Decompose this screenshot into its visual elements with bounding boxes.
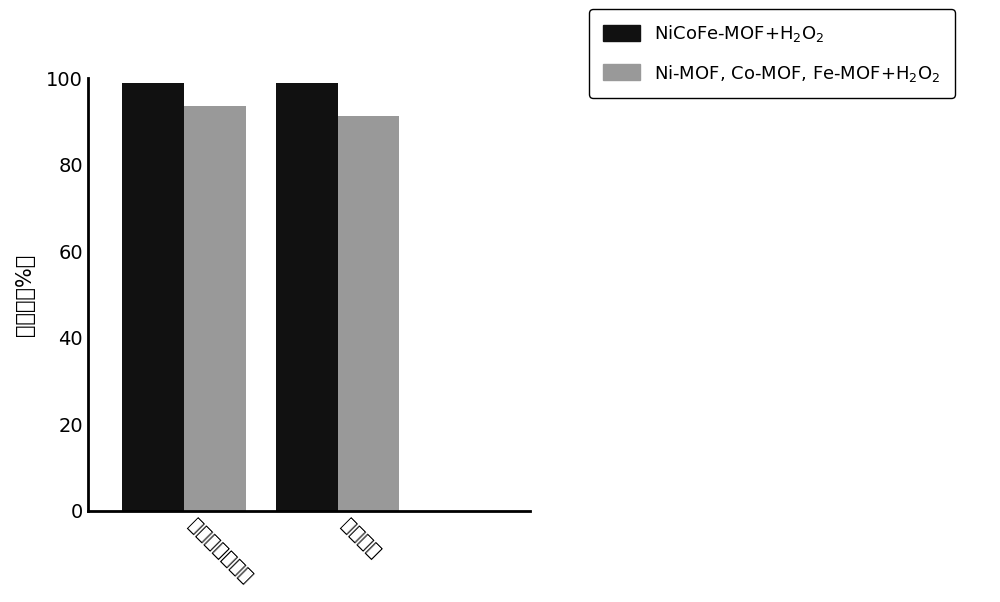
Bar: [184, 107, 246, 510]
Bar: [338, 116, 399, 510]
Bar: [276, 84, 338, 510]
Legend: NiCoFe-MOF+H$_2$O$_2$, Ni-MOF, Co-MOF, Fe-MOF+H$_2$O$_2$: NiCoFe-MOF+H$_2$O$_2$, Ni-MOF, Co-MOF, F…: [589, 9, 955, 98]
Bar: [122, 82, 184, 510]
Y-axis label: 杀菌率（%）: 杀菌率（%）: [15, 253, 35, 335]
